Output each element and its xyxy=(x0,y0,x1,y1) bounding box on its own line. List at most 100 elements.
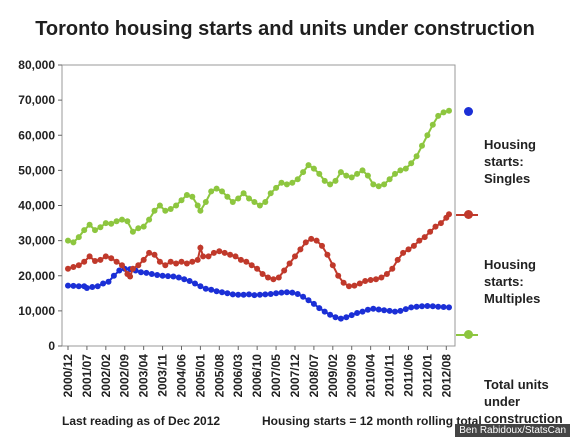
data-point-series-0 xyxy=(246,291,252,298)
data-point-series-2 xyxy=(440,109,447,116)
data-point-series-1 xyxy=(351,282,358,289)
data-point-series-0 xyxy=(262,291,269,298)
data-point-series-0 xyxy=(429,303,436,310)
data-point-series-1 xyxy=(432,223,439,230)
x-tick-label: 2000/12 xyxy=(61,354,75,398)
data-point-series-2 xyxy=(189,193,196,200)
data-point-series-2 xyxy=(381,181,388,188)
data-point-series-1 xyxy=(127,273,134,280)
data-point-series-2 xyxy=(392,170,398,177)
data-point-series-0 xyxy=(446,304,452,311)
data-point-series-0 xyxy=(65,282,71,289)
data-point-series-0 xyxy=(294,291,301,297)
data-point-series-2 xyxy=(402,165,409,172)
y-tick-label: 60,000 xyxy=(18,128,55,142)
data-point-series-0 xyxy=(89,284,96,290)
data-point-series-2 xyxy=(202,199,209,205)
data-point-series-1 xyxy=(286,260,293,267)
data-point-series-0 xyxy=(181,276,188,283)
data-point-series-2 xyxy=(408,160,415,167)
data-point-series-2 xyxy=(70,239,77,246)
data-point-series-1 xyxy=(319,242,325,249)
data-point-series-2 xyxy=(194,202,201,209)
data-point-series-2 xyxy=(81,227,88,234)
data-point-series-1 xyxy=(129,265,136,272)
data-point-series-0 xyxy=(375,306,382,313)
data-point-series-2 xyxy=(397,167,404,174)
data-point-series-1 xyxy=(210,249,217,256)
data-point-series-0 xyxy=(143,269,150,276)
data-point-series-1 xyxy=(108,255,115,262)
chart-title: Toronto housing starts and units under c… xyxy=(35,18,535,40)
data-point-series-1 xyxy=(135,262,142,269)
data-point-series-2 xyxy=(337,169,344,176)
data-point-series-0 xyxy=(424,303,431,309)
data-point-series-1 xyxy=(259,271,266,277)
data-point-series-1 xyxy=(65,265,71,272)
data-point-series-2 xyxy=(316,170,323,177)
data-point-series-2 xyxy=(256,202,263,209)
data-point-series-1 xyxy=(227,251,234,258)
data-point-series-0 xyxy=(251,292,258,299)
y-tick-label: 50,000 xyxy=(18,163,55,177)
data-point-series-0 xyxy=(364,306,371,313)
data-point-series-1 xyxy=(400,249,407,256)
data-point-series-1 xyxy=(324,251,331,258)
data-point-series-0 xyxy=(70,282,77,289)
data-point-series-2 xyxy=(197,207,204,214)
data-point-series-0 xyxy=(197,283,204,290)
data-point-series-0 xyxy=(327,311,334,318)
data-point-series-1 xyxy=(216,248,223,255)
data-point-series-1 xyxy=(308,235,315,242)
data-point-series-0 xyxy=(219,289,225,296)
legend-item-total: Total units under construction xyxy=(456,325,567,427)
data-point-series-0 xyxy=(186,278,193,284)
legend-marker-total xyxy=(464,330,473,339)
data-point-series-2 xyxy=(86,221,93,228)
data-point-series-1 xyxy=(237,256,244,263)
data-point-series-2 xyxy=(278,179,285,186)
data-point-series-0 xyxy=(105,278,112,285)
data-point-series-0 xyxy=(332,314,339,321)
data-point-series-1 xyxy=(86,253,93,260)
x-tick-label: 2010/04 xyxy=(364,354,378,398)
data-point-series-2 xyxy=(119,216,125,223)
data-point-series-2 xyxy=(224,193,231,200)
data-point-series-0 xyxy=(408,304,415,311)
data-point-series-2 xyxy=(75,234,82,241)
data-point-series-0 xyxy=(235,291,242,298)
data-point-series-0 xyxy=(397,307,404,314)
data-point-series-2 xyxy=(273,184,280,191)
data-point-series-0 xyxy=(413,303,420,310)
data-point-series-0 xyxy=(224,290,231,297)
data-point-series-2 xyxy=(370,181,377,188)
x-tick-label: 2002/02 xyxy=(99,354,113,398)
data-point-series-2 xyxy=(108,220,115,227)
data-point-series-2 xyxy=(327,181,334,188)
data-point-series-1 xyxy=(189,258,196,265)
data-point-series-1 xyxy=(394,256,401,263)
data-point-series-2 xyxy=(419,142,425,149)
data-point-series-1 xyxy=(156,258,163,265)
x-tick-label: 2011/06 xyxy=(401,354,415,397)
data-point-series-1 xyxy=(173,260,180,267)
data-point-series-2 xyxy=(435,112,442,119)
data-point-series-0 xyxy=(289,289,296,296)
data-point-series-1 xyxy=(437,220,444,227)
legend-marker-singles xyxy=(464,107,473,116)
data-point-series-2 xyxy=(167,206,174,212)
data-point-series-1 xyxy=(367,277,374,283)
data-point-series-0 xyxy=(321,308,328,315)
data-point-series-0 xyxy=(419,303,425,310)
data-point-series-2 xyxy=(364,172,371,179)
data-point-series-1 xyxy=(340,279,347,286)
data-point-series-0 xyxy=(310,300,317,307)
data-point-series-1 xyxy=(162,262,169,269)
data-point-series-0 xyxy=(273,290,280,297)
data-point-series-1 xyxy=(243,258,250,265)
data-point-series-2 xyxy=(289,179,296,186)
data-point-series-1 xyxy=(378,274,385,281)
data-point-series-1 xyxy=(410,242,417,249)
legend-label-singles: Housing starts: Singles xyxy=(484,137,536,186)
